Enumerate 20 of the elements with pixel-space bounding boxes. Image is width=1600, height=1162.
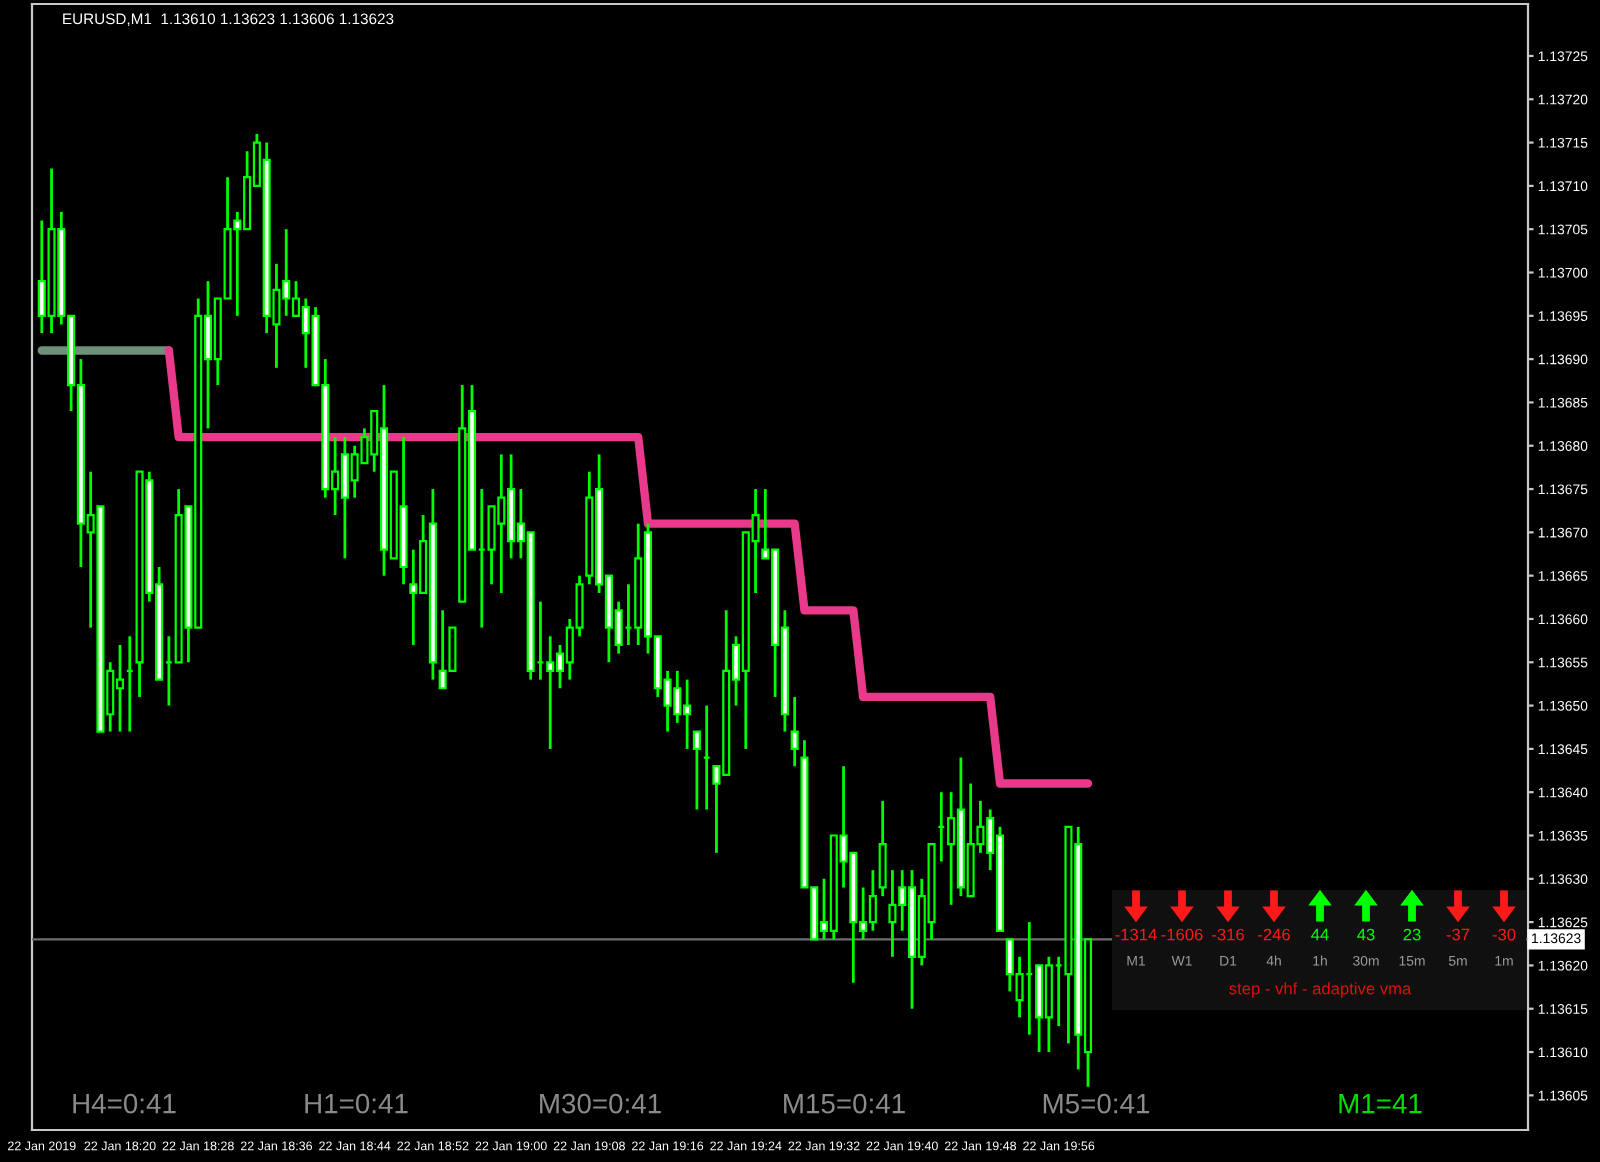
candlestick: [878, 799, 887, 898]
annotation: H4=0:41: [73, 1093, 176, 1114]
candlestick: [692, 730, 701, 811]
annotation: -30: [1492, 928, 1516, 941]
annotation: M30=0:41: [540, 1093, 661, 1114]
annotation: -37: [1446, 928, 1470, 941]
line-series: [164, 346, 1093, 788]
annotation: M5=0:41: [1043, 1093, 1150, 1114]
annotation: -1606: [1161, 928, 1203, 941]
annotation: M15=0:41: [784, 1093, 905, 1114]
annotation: M1=41: [1339, 1094, 1422, 1114]
candlestick: [790, 695, 799, 768]
annotation: step - vhf - adaptive vma: [1229, 982, 1412, 998]
annotation: 23: [1403, 928, 1421, 941]
annotation: -316: [1212, 928, 1244, 941]
annotation: 43: [1357, 928, 1375, 941]
annotation: -1314: [1115, 928, 1157, 941]
annotation: -246: [1258, 928, 1290, 941]
annotation: H1=0:41: [305, 1093, 408, 1114]
annotation: 44: [1311, 928, 1329, 941]
